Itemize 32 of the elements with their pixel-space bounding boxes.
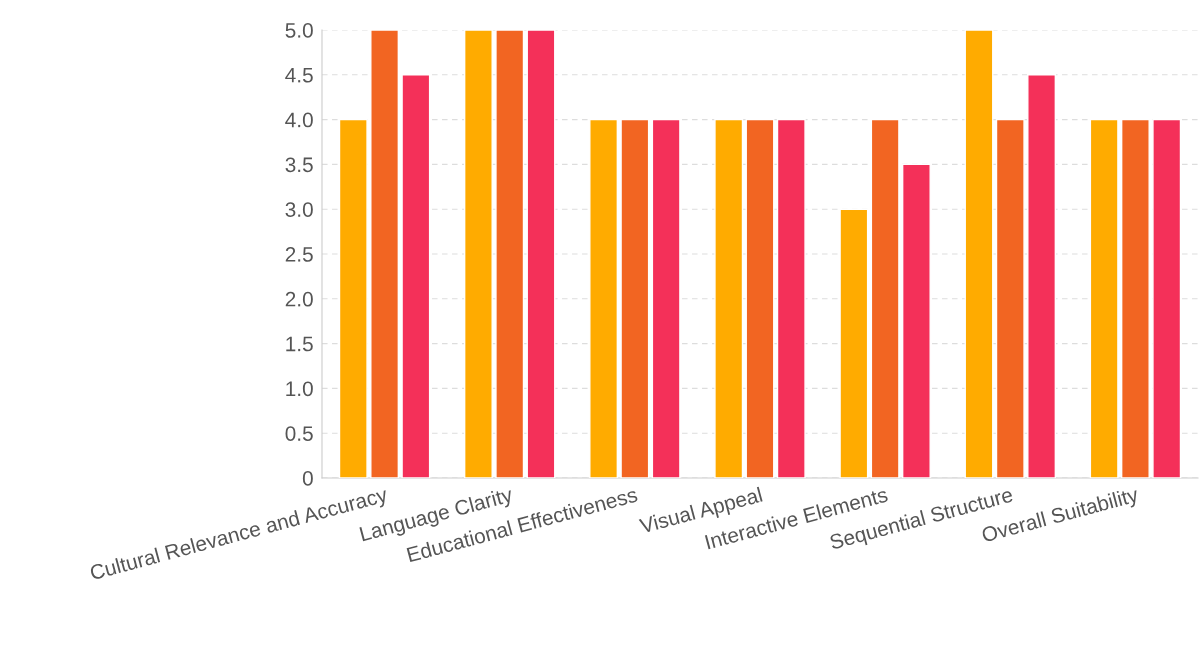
y-tick-label: 4.0 xyxy=(285,112,313,128)
bar xyxy=(964,30,994,478)
bar xyxy=(776,118,806,478)
bar xyxy=(370,30,400,478)
bar xyxy=(870,118,900,478)
y-tick-label: 3.5 xyxy=(285,157,313,173)
y-tick-label: 5.0 xyxy=(285,23,313,38)
bar xyxy=(1089,118,1119,478)
bar xyxy=(995,118,1025,478)
y-tick-label: 1.5 xyxy=(286,336,313,352)
y-tick-label: 0.5 xyxy=(285,426,313,441)
bar xyxy=(620,118,650,478)
bar xyxy=(745,118,775,478)
y-tick-label: 2.5 xyxy=(285,247,313,262)
y-tick-label: 4.5 xyxy=(285,68,313,83)
bar xyxy=(1120,118,1150,478)
bar xyxy=(338,118,368,478)
bar xyxy=(901,163,931,478)
y-tick-label: 3.0 xyxy=(285,202,313,217)
bar xyxy=(589,118,619,478)
y-tick-label: 0 xyxy=(302,471,313,486)
bar xyxy=(714,118,744,478)
bar xyxy=(1027,74,1057,478)
bar xyxy=(463,30,493,478)
bar xyxy=(526,30,556,478)
bar xyxy=(651,118,681,478)
bar xyxy=(1152,118,1182,478)
bar xyxy=(401,74,431,478)
bar xyxy=(839,208,869,478)
y-tick-label: 1.0 xyxy=(286,381,313,397)
bar xyxy=(495,30,525,478)
y-tick-label: 2.0 xyxy=(285,291,313,307)
